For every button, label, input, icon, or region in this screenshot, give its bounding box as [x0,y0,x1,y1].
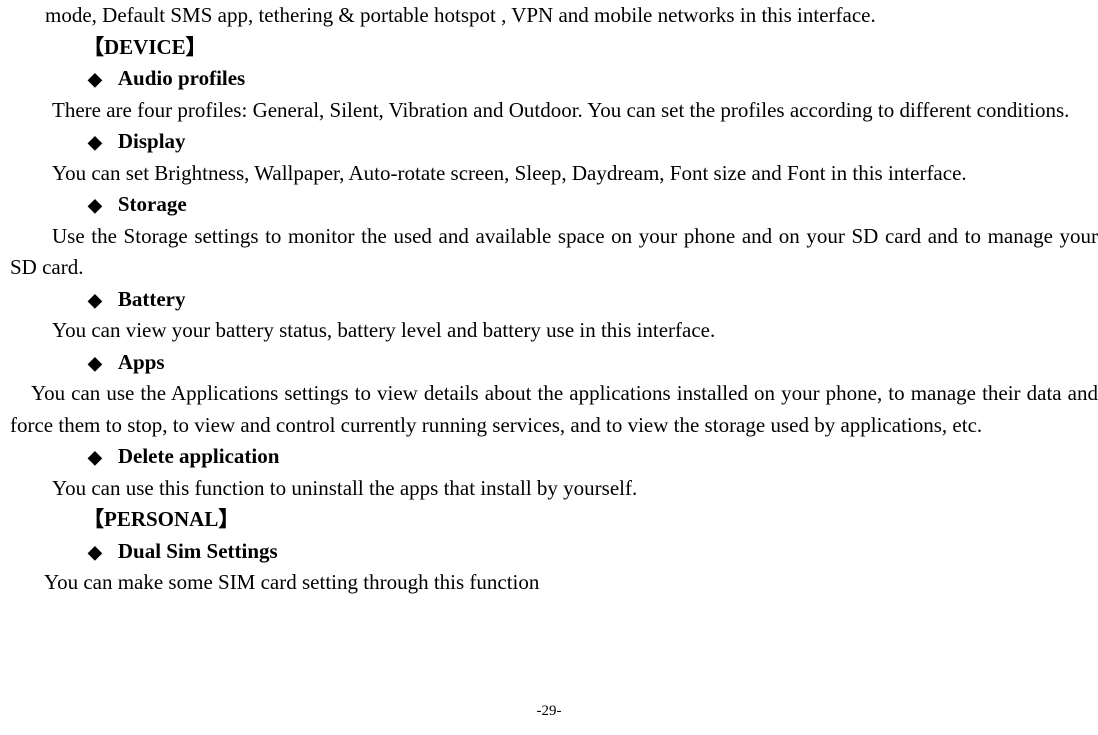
page-content: mode, Default SMS app, tethering & porta… [0,0,1098,599]
delete-app-heading: Delete application [118,441,280,473]
diamond-icon: ◆ [88,287,102,314]
diamond-icon: ◆ [88,192,102,219]
apps-body: You can use the Applications settings to… [0,378,1098,441]
display-heading: Display [118,126,186,158]
delete-app-body: You can use this function to uninstall t… [0,473,1098,505]
audio-profiles-bullet: ◆ Audio profiles [0,63,1098,95]
diamond-icon: ◆ [88,350,102,377]
delete-app-bullet: ◆ Delete application [0,441,1098,473]
battery-body: You can view your battery status, batter… [0,315,1098,347]
dual-sim-heading: Dual Sim Settings [118,536,278,568]
storage-bullet: ◆ Storage [0,189,1098,221]
battery-heading: Battery [118,284,186,316]
battery-bullet: ◆ Battery [0,284,1098,316]
diamond-icon: ◆ [88,539,102,566]
storage-body: Use the Storage settings to monitor the … [0,221,1098,284]
apps-heading: Apps [118,347,165,379]
dual-sim-bullet: ◆ Dual Sim Settings [0,536,1098,568]
audio-profiles-body: There are four profiles: General, Silent… [0,95,1098,127]
page-number: -29- [0,703,1098,720]
diamond-icon: ◆ [88,129,102,156]
audio-profiles-heading: Audio profiles [118,63,245,95]
section-device-header: 【DEVICE】 [0,32,1098,64]
apps-bullet: ◆ Apps [0,347,1098,379]
storage-heading: Storage [118,189,187,221]
display-bullet: ◆ Display [0,126,1098,158]
diamond-icon: ◆ [88,66,102,93]
diamond-icon: ◆ [88,444,102,471]
display-body: You can set Brightness, Wallpaper, Auto-… [0,158,1098,190]
dual-sim-body: You can make some SIM card setting throu… [0,567,1098,599]
section-personal-header: 【PERSONAL】 [0,504,1098,536]
top-continuation-line: mode, Default SMS app, tethering & porta… [0,0,1098,32]
